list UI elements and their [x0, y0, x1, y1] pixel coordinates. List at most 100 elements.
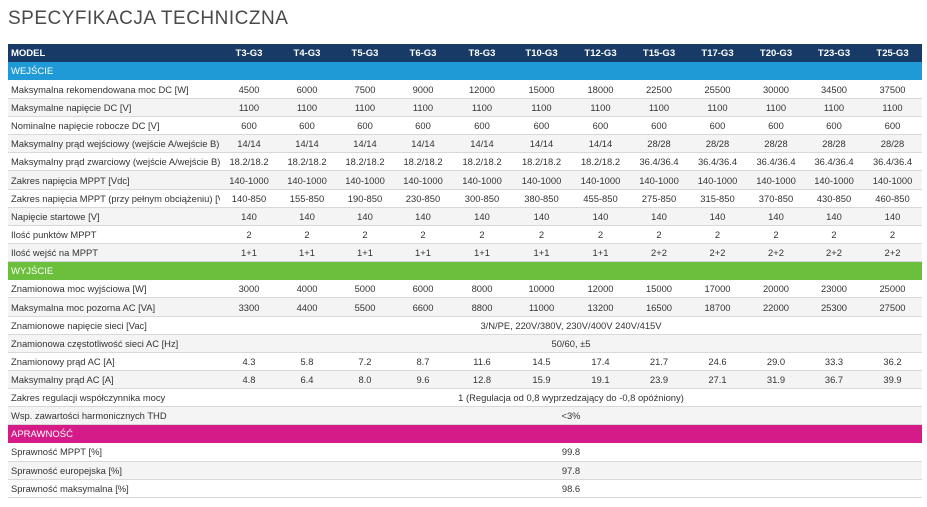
- table-row: Nominalne napięcie robocze DC [V] 600 600 6…: [8, 116, 922, 136]
- table-cell: 460-850: [863, 189, 922, 208]
- table-cell: 2: [571, 225, 630, 245]
- table-cell: 19.1: [571, 370, 630, 390]
- table-cell: 2: [688, 225, 747, 245]
- row-label: Znamionowe napięcie sieci [Vac]: [8, 316, 220, 335]
- table-cell: 140-1000: [688, 170, 747, 190]
- table-cell: 36.4/36.4: [688, 152, 747, 172]
- table-cell: 31.9: [747, 370, 805, 390]
- table-cell: 4.8: [220, 370, 278, 390]
- table-cell: 1+1: [220, 243, 278, 263]
- spec-table: MODEL T3-G3 T4-G3 T5-G3 T6-G3 T8-G3 T10-G3 T12-…: [8, 44, 922, 499]
- table-cell: 430-850: [805, 189, 863, 208]
- row-label: Zakres regulacji współczynnika mocy: [8, 388, 220, 408]
- table-cell: 22000: [747, 297, 805, 317]
- table-cell: 380-850: [512, 189, 571, 208]
- table-row: Maksymalny prąd zwarciowy (wejście A/wej…: [8, 152, 922, 172]
- table-cell: 140: [571, 207, 630, 226]
- table-row: Znamionowa częstotliwość sieci AC [Hz] 50…: [8, 334, 922, 353]
- table-cell: 140: [278, 207, 336, 226]
- table-cell: 18.2/18.2: [278, 152, 336, 172]
- page-title: SPECYFIKACJA TECHNICZNA: [8, 8, 289, 29]
- table-cell: 2: [805, 225, 863, 245]
- row-label: Nominalne napięcie robocze DC [V]: [8, 116, 220, 136]
- table-cell: 600: [688, 116, 747, 136]
- table-cell: 190-850: [336, 189, 394, 208]
- table-cell: 39.9: [863, 370, 922, 390]
- table-cell: 1100: [512, 98, 571, 118]
- model-header: T6-G3: [394, 44, 452, 63]
- row-label: Znamionowa moc wyjściowa [W]: [8, 279, 220, 299]
- table-cell: 9000: [394, 80, 452, 99]
- table-cell: 36.4/36.4: [630, 152, 688, 172]
- table-row: Napięcie startowe [V] 140 140 140 140 140 140 1…: [8, 207, 922, 226]
- table-cell: 14/14: [278, 134, 336, 154]
- table-cell: 4.3: [220, 352, 278, 372]
- table-cell: 7500: [336, 80, 394, 99]
- table-cell: 4000: [278, 279, 336, 299]
- model-header: T12-G3: [571, 44, 630, 63]
- row-label: Ilość wejść na MPPT: [8, 243, 220, 263]
- table-cell: 140: [863, 207, 922, 226]
- row-label: Sprawność europejska [%]: [8, 461, 220, 480]
- table-cell-span: 3/N/PE, 220V/380V, 230V/400V 240V/415V: [220, 316, 922, 335]
- table-cell: 1+1: [452, 243, 512, 263]
- table-cell: 14/14: [571, 134, 630, 154]
- model-header: T10-G3: [512, 44, 571, 63]
- table-cell: 2: [336, 225, 394, 245]
- table-cell: 140: [336, 207, 394, 226]
- table-cell: 2+2: [863, 243, 922, 263]
- table-cell: 2: [630, 225, 688, 245]
- table-cell: 3000: [220, 279, 278, 299]
- table-cell: 140-1000: [336, 170, 394, 190]
- model-header: T5-G3: [336, 44, 394, 63]
- table-cell-span: 50/60, ±5: [220, 334, 922, 353]
- table-cell: 140-1000: [278, 170, 336, 190]
- table-cell: 5.8: [278, 352, 336, 372]
- table-cell: 315-850: [688, 189, 747, 208]
- table-cell: 18700: [688, 297, 747, 317]
- table-cell: 17000: [688, 279, 747, 299]
- table-cell: 14/14: [452, 134, 512, 154]
- table-cell: 600: [512, 116, 571, 136]
- table-cell: 1+1: [571, 243, 630, 263]
- table-row: Maksymalny prąd AC [A] 4.8 6.4 8.0 9.6 12.8 15…: [8, 370, 922, 390]
- table-cell: 14/14: [512, 134, 571, 154]
- table-cell: 1100: [630, 98, 688, 118]
- table-row: Sprawność europejska [%] 97.8: [8, 461, 922, 480]
- table-cell-span: 99.8: [220, 443, 922, 462]
- table-cell: 600: [278, 116, 336, 136]
- table-cell: 140-1000: [452, 170, 512, 190]
- table-cell: 1+1: [336, 243, 394, 263]
- table-cell: 20000: [747, 279, 805, 299]
- table-cell: 4500: [220, 80, 278, 99]
- model-header: T23-G3: [805, 44, 863, 63]
- row-label: Maksymalna rekomendowana moc DC [W]: [8, 80, 220, 99]
- table-cell: 140-1000: [220, 170, 278, 190]
- table-cell: 2: [452, 225, 512, 245]
- table-cell: 8.0: [336, 370, 394, 390]
- table-cell: 3300: [220, 297, 278, 317]
- table-cell: 600: [571, 116, 630, 136]
- table-cell: 1100: [336, 98, 394, 118]
- section-row-input: WEJŚCIE: [8, 62, 922, 81]
- table-cell: 140: [512, 207, 571, 226]
- table-cell: 11.6: [452, 352, 512, 372]
- table-cell: 25500: [688, 80, 747, 99]
- table-row: Ilość punktów MPPT 2 2 2 2 2 2 2 2 2 2 2 2: [8, 225, 922, 245]
- table-cell: 8.7: [394, 352, 452, 372]
- table-cell: 9.6: [394, 370, 452, 390]
- table-cell: 14/14: [220, 134, 278, 154]
- table-cell: 600: [394, 116, 452, 136]
- table-cell-span: 1 (Regulacja od 0,8 wyprzedzający do -0,…: [220, 388, 922, 408]
- table-cell: 33.3: [805, 352, 863, 372]
- row-label: Napięcie startowe [V]: [8, 207, 220, 226]
- row-label: Maksymalny prąd zwarciowy (wejście A/wej…: [8, 152, 220, 172]
- table-cell: 18.2/18.2: [512, 152, 571, 172]
- table-cell: 2: [394, 225, 452, 245]
- table-cell: 10000: [512, 279, 571, 299]
- table-cell: 2+2: [747, 243, 805, 263]
- table-cell: 140: [688, 207, 747, 226]
- table-cell-span: <3%: [220, 406, 922, 426]
- table-cell: 1100: [688, 98, 747, 118]
- table-row: Zakres napięcia MPPT [Vdc] 140-1000 140-10…: [8, 170, 922, 190]
